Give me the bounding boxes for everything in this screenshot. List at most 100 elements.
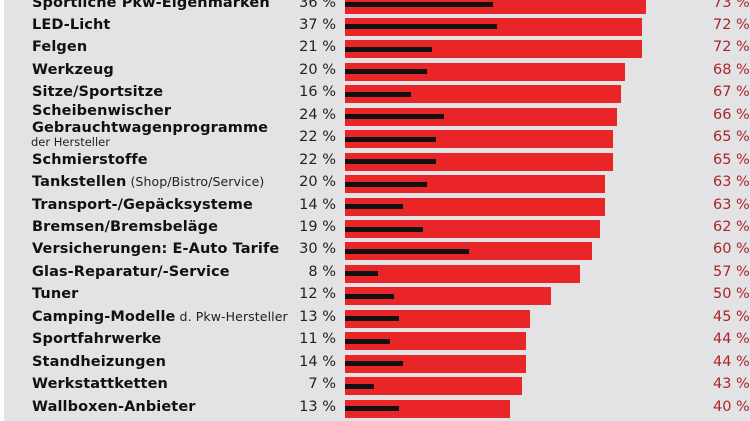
chart-row: Sportliche Pkw-Eigenmarken 36 % 73 % (0, 0, 750, 16)
category-label: Werkzeug (32, 62, 114, 78)
category-label: Gebrauchtwagenprogramme (32, 120, 268, 136)
bar-series-b (345, 197, 605, 216)
chart-row: Sitze/Sportsitze 16 % 67 % (0, 83, 750, 105)
bar-series-b (345, 85, 622, 104)
category-name: Schmierstoffe (32, 151, 148, 168)
data-label-series-b: 63 % (713, 174, 750, 191)
category-label: Standheizungen (32, 354, 166, 370)
category-label: Sportfahrwerke (32, 331, 161, 347)
category-label: LED-Licht (32, 17, 110, 33)
category-label: Schmierstoffe (32, 152, 148, 168)
data-label-series-b: 62 % (713, 219, 750, 235)
category-name: Versicherungen: E-Auto Tarife (32, 241, 280, 258)
data-label-series-b: 65 % (713, 129, 750, 146)
category-name: Glas-Reparatur/-Service (32, 263, 230, 280)
bar-series-a (345, 361, 403, 367)
data-label-series-b: 43 % (713, 376, 750, 393)
data-label-series-a: 12 % (299, 286, 336, 303)
category-note: (Shop/Bistro/Service) (126, 174, 265, 190)
category-name: Wallboxen-Anbieter (32, 398, 196, 415)
category-name: Transport-/Gepäcksysteme (32, 196, 253, 213)
data-label-series-a: 13 % (299, 398, 336, 415)
bar-series-b (345, 175, 605, 194)
category-name: Tuner (32, 286, 79, 303)
bar-series-a (345, 338, 391, 344)
bar-series-b (345, 130, 613, 149)
chart-row: Wallboxen-Anbieter 13 % 40 % (0, 398, 750, 420)
category-label: Wallboxen-Anbieter (32, 399, 196, 415)
bar-series-a (345, 24, 498, 30)
data-label-series-b: 40 % (713, 398, 750, 415)
data-label-series-a: 21 % (299, 39, 336, 56)
bar-series-b (345, 354, 527, 373)
category-name: Bremsen/Bremsbeläge (32, 219, 219, 235)
chart-row: Transport-/Gepäcksysteme 14 % 63 % (0, 196, 750, 218)
data-label-series-a: 36 % (299, 0, 336, 11)
chart-row: Versicherungen: E-Auto Tarife 30 % 60 % (0, 240, 750, 262)
category-name: Camping-Modelle (32, 308, 176, 325)
data-label-series-a: 11 % (299, 331, 336, 348)
data-label-series-a: 37 % (299, 16, 336, 33)
bar-series-a (345, 2, 494, 7)
category-name: Gebrauchtwagenprogramme (32, 120, 269, 137)
data-label-series-a: 22 % (299, 129, 336, 146)
category-label: Bremsen/Bremsbeläge (32, 219, 218, 235)
bar-series-a (345, 46, 432, 52)
data-label-series-a: 24 % (299, 106, 336, 123)
category-name: LED-Licht (32, 16, 111, 33)
category-label: Werkstattketten (32, 376, 168, 392)
category-label: Camping-Modelle d. Pkw-Hersteller (32, 309, 288, 325)
chart-row: Scheibenwischer 24 % 66 % (0, 103, 750, 128)
data-label-series-b: 50 % (713, 286, 750, 303)
data-label-series-b: 72 % (713, 16, 750, 33)
bar-series-a (345, 293, 395, 299)
bar-series-b (345, 242, 593, 261)
bar-series-a (345, 91, 411, 97)
chart-row: LED-Licht 37 % 72 % (0, 16, 750, 38)
data-label-series-a: 14 % (299, 353, 336, 370)
data-label-series-b: 65 % (713, 151, 750, 168)
category-name: Sportfahrwerke (32, 331, 162, 348)
bar-series-b (345, 62, 626, 81)
data-label-series-a: 13 % (299, 308, 336, 325)
chart-row: Camping-Modelle d. Pkw-Hersteller 13 % 45 … (0, 308, 750, 330)
chart-row: Sportfahrwerke 11 % 44 % (0, 330, 750, 352)
data-label-series-a: 20 % (299, 174, 336, 191)
data-label-series-b: 68 % (713, 61, 750, 78)
bar-series-b (345, 399, 510, 418)
data-label-series-b: 63 % (713, 196, 750, 213)
data-label-series-a: 20 % (299, 61, 336, 78)
data-label-series-b: 44 % (713, 331, 750, 348)
data-label-series-a: 22 % (299, 151, 336, 168)
bar-series-b (345, 309, 531, 328)
data-label-series-b: 57 % (713, 263, 750, 280)
chart-row: Standheizungen 14 % 44 % (0, 353, 750, 375)
data-label-series-a: 30 % (299, 241, 336, 258)
data-label-series-b: 73 % (713, 0, 750, 11)
chart-row: Werkzeug 20 % 68 % (0, 61, 750, 83)
bar-series-a (345, 181, 428, 187)
data-label-series-b: 45 % (713, 308, 750, 325)
data-label-series-a: 8 % (308, 263, 336, 280)
bar-series-a (345, 316, 399, 322)
category-label: Felgen (32, 39, 87, 55)
data-label-series-a: 14 % (299, 196, 336, 213)
chart-row: Felgen 21 % 72 % (0, 38, 750, 60)
chart-row: Schmierstoffe 22 % 65 % (0, 151, 750, 173)
category-label: Scheibenwischer (32, 103, 171, 119)
category-name: Sportliche Pkw-Eigenmarken (32, 0, 270, 11)
chart-row: Tuner 12 % 50 % (0, 285, 750, 307)
category-label: Tuner (32, 286, 78, 302)
bar-series-b (345, 107, 617, 126)
bar-series-a (345, 69, 428, 75)
bar-series-a (345, 136, 436, 142)
category-name: Scheibenwischer (32, 102, 172, 119)
bar-series-a (345, 271, 378, 277)
chart-row: Glas-Reparatur/-Service 8 % 57 % (0, 263, 750, 285)
chart-row: Tankstellen (Shop/Bistro/Service) 20 % 63 … (0, 173, 750, 195)
data-label-series-b: 44 % (713, 353, 750, 370)
data-label-series-b: 67 % (713, 84, 750, 101)
category-name: Felgen (32, 39, 88, 56)
data-label-series-b: 72 % (713, 39, 750, 56)
category-label: Glas-Reparatur/-Service (32, 264, 230, 280)
